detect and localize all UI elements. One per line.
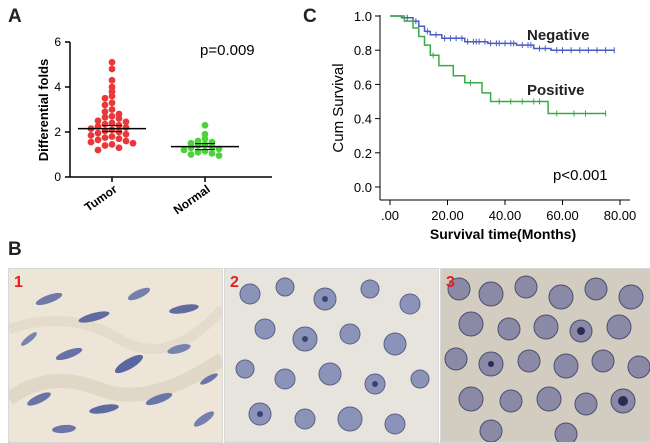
data-point: [115, 135, 123, 143]
data-point: [108, 133, 116, 140]
x-axis-label: Survival time(Months): [430, 226, 576, 242]
data-point: [108, 58, 116, 66]
x-tick-label: 20.00: [431, 208, 464, 223]
data-point: [108, 76, 116, 84]
x-tick-label: .00: [381, 208, 399, 223]
data-point: [94, 146, 102, 154]
survival-curve-positive: [390, 15, 606, 115]
data-point: [101, 94, 109, 102]
y-tick-label: 2: [54, 125, 61, 139]
y-tick-label: 0.0: [354, 180, 372, 195]
y-axis-label: Cum Survival: [330, 63, 347, 152]
data-point: [108, 119, 116, 127]
x-tick-label: 40.00: [489, 208, 522, 223]
data-point: [108, 65, 116, 73]
y-tick-label: 0.4: [354, 112, 372, 127]
micrograph-3-label: 3: [446, 274, 455, 291]
y-tick-label: 1.0: [354, 9, 372, 24]
data-point: [101, 142, 109, 149]
data-point: [94, 117, 102, 125]
data-point: [122, 137, 130, 145]
data-point: [87, 138, 95, 146]
data-point: [101, 134, 109, 142]
data-point: [122, 130, 130, 138]
data-point: [94, 129, 102, 137]
micrograph-2: 2: [224, 268, 439, 443]
y-tick-label: 0.8: [354, 43, 372, 58]
y-tick-label: 0: [54, 170, 61, 184]
micrograph-3-texture: [441, 269, 650, 442]
data-point: [129, 139, 137, 147]
micrograph-2-label: 2: [230, 274, 239, 291]
data-point: [115, 115, 123, 122]
data-point: [187, 151, 195, 158]
micrograph-2-texture: [225, 269, 438, 442]
data-point: [201, 121, 209, 129]
panel-c-label: C: [303, 6, 317, 27]
micrograph-3: 3: [440, 268, 650, 443]
data-point: [108, 112, 116, 120]
y-tick-label: 0.2: [354, 146, 372, 161]
data-point: [215, 152, 223, 160]
p-value-annotation: p<0.001: [553, 167, 608, 184]
micrograph-1-label: 1: [14, 274, 23, 291]
micrograph-1: 1: [8, 268, 223, 443]
data-point: [115, 144, 123, 152]
y-tick-label: 4: [54, 80, 61, 94]
panel-a-label: A: [8, 6, 22, 27]
data-point: [201, 135, 209, 143]
survival-chart: Cum Survival Survival time(Months) p<0.0…: [330, 9, 637, 242]
x-tick-label: 60.00: [546, 208, 579, 223]
x-tick-label: 80.00: [604, 208, 637, 223]
data-point: [108, 140, 116, 148]
data-point: [108, 106, 116, 113]
data-point: [108, 92, 116, 100]
panel-b-label: B: [8, 239, 22, 260]
data-point: [122, 118, 130, 126]
p-value-annotation: p=0.009: [200, 42, 255, 59]
data-point: [94, 136, 102, 144]
data-point: [101, 101, 109, 109]
y-tick-label: 0.6: [354, 77, 372, 92]
data-point: [108, 99, 116, 107]
data-point: [87, 131, 95, 139]
y-tick-label: 6: [54, 35, 61, 49]
data-point: [101, 108, 109, 116]
data-point: [180, 146, 188, 154]
data-point: [208, 149, 216, 157]
data-point: [194, 148, 202, 156]
data-point: [101, 113, 109, 121]
y-axis-label: Differential folds: [36, 59, 51, 162]
positive-series-label: Positive: [527, 82, 585, 99]
negative-series-label: Negative: [527, 27, 590, 44]
micrograph-1-texture: [9, 269, 222, 442]
